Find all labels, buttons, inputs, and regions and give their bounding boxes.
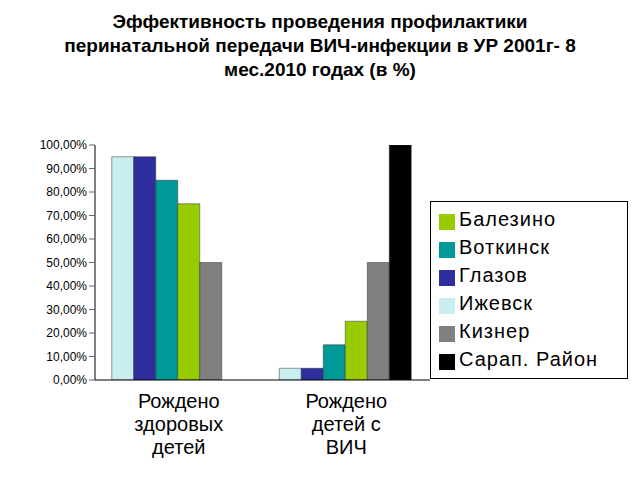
svg-text:90,00%: 90,00% [46, 162, 87, 176]
svg-text:50,00%: 50,00% [46, 256, 87, 270]
svg-text:60,00%: 60,00% [46, 232, 87, 246]
html-text:Балезино: Балезино [459, 208, 557, 230]
svg-text:0,00%: 0,00% [53, 373, 87, 387]
svg-text:20,00%: 20,00% [46, 326, 87, 340]
html-text:Эффективность проведения профи: Эффективность проведения профилактики пе… [64, 11, 576, 80]
svg-text:10,00%: 10,00% [46, 350, 87, 364]
html-text:Кизнер: Кизнер [459, 320, 531, 342]
svg-text:Рожденодетей сВИЧ: Рожденодетей сВИЧ [305, 390, 387, 458]
svg-text:40,00%: 40,00% [46, 279, 87, 293]
html-text:Глазов: Глазов [459, 264, 528, 286]
svg-text:Рожденоздоровыхдетей: Рожденоздоровыхдетей [134, 390, 223, 458]
svg-text:100,00%: 100,00% [40, 138, 88, 152]
svg-text:80,00%: 80,00% [46, 185, 87, 199]
svg-text:30,00%: 30,00% [46, 303, 87, 317]
html-text:Ижевск: Ижевск [459, 292, 533, 314]
html-text:Сарап. Район: Сарап. Район [459, 348, 599, 370]
svg-text:70,00%: 70,00% [46, 209, 87, 223]
html-text:Воткинск: Воткинск [459, 236, 550, 258]
